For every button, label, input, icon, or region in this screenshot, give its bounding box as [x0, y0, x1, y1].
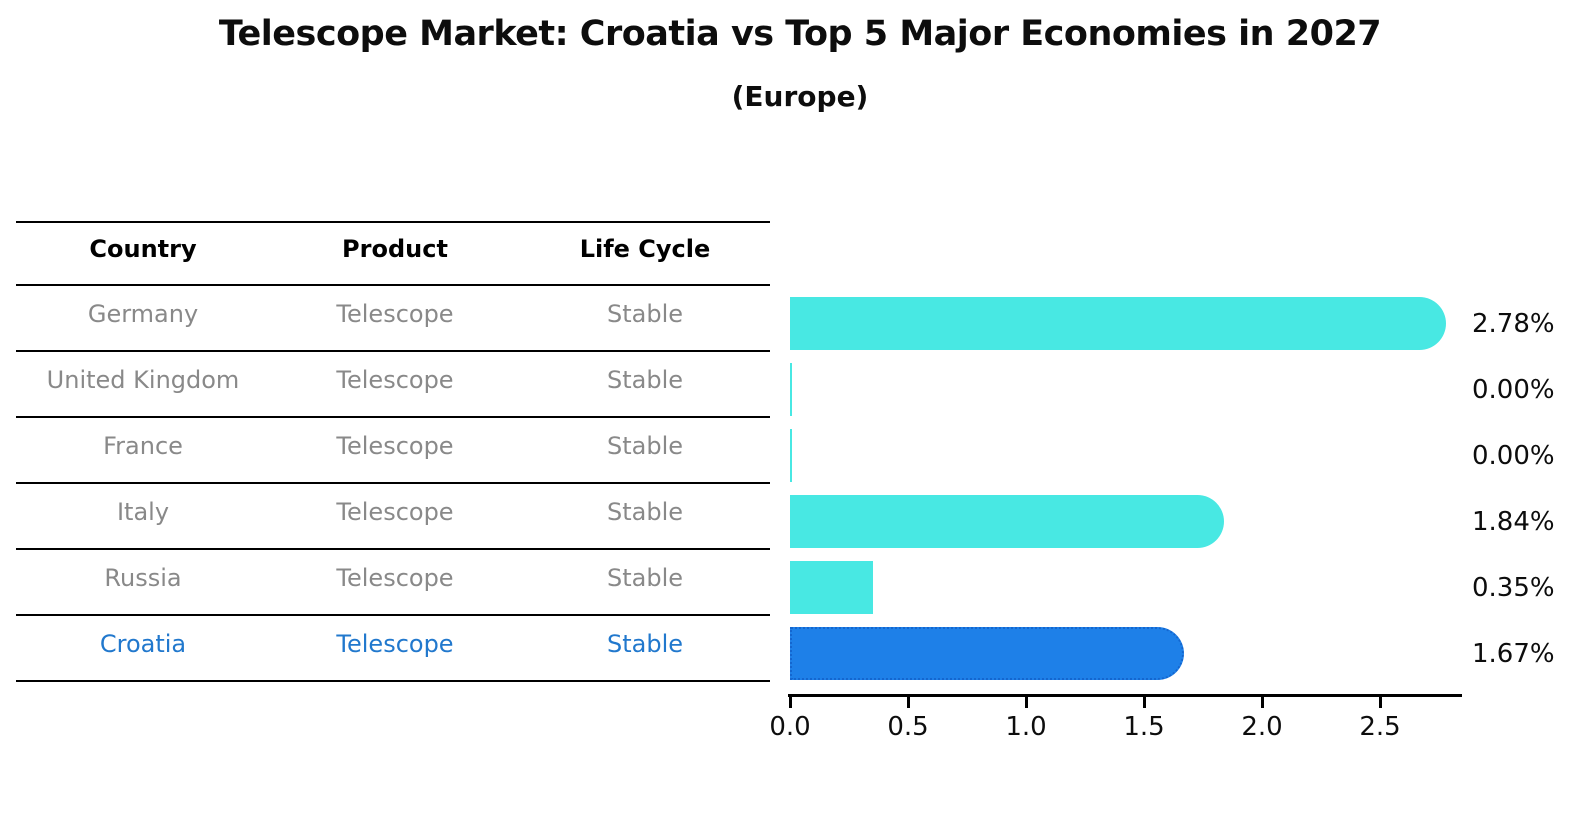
- table-row: Russia Telescope Stable: [16, 564, 770, 592]
- table-header-life-cycle: Life Cycle: [579, 235, 711, 263]
- data-table: Country Product Life Cycle Germany Telesc…: [16, 221, 770, 683]
- table-row: France Telescope Stable: [16, 432, 770, 460]
- table-row: Italy Telescope Stable: [16, 498, 770, 526]
- table-rule: [16, 548, 770, 550]
- table-cell-country: France: [103, 432, 183, 460]
- bar-value-label: 1.84%: [1472, 506, 1555, 537]
- x-axis-tick-label: 1.5: [1123, 712, 1165, 742]
- table-header-row: Country Product Life Cycle: [16, 235, 770, 263]
- x-axis-line: [788, 694, 1462, 697]
- table-header-country: Country: [89, 235, 197, 263]
- bar-russia: [790, 561, 873, 614]
- x-axis-tick-label: 0.0: [769, 712, 811, 742]
- bar-united-kingdom: [790, 363, 792, 416]
- x-axis-tick-label: 1.0: [1005, 712, 1047, 742]
- table-rule: [16, 221, 770, 223]
- chart-subtitle: (Europe): [731, 80, 869, 113]
- table-cell-product: Telescope: [336, 300, 454, 328]
- table-rule: [16, 284, 770, 286]
- table-cell-life-cycle: Stable: [606, 630, 684, 658]
- table-rule: [16, 482, 770, 484]
- x-axis-tick: [1261, 697, 1264, 708]
- bar-value-label: 0.00%: [1472, 374, 1555, 405]
- table-cell-product: Telescope: [336, 366, 454, 394]
- table-cell-life-cycle: Stable: [606, 498, 684, 526]
- table-cell-country: Russia: [104, 564, 182, 592]
- bar-value-label: 0.35%: [1472, 572, 1555, 603]
- table-cell-product: Telescope: [336, 498, 454, 526]
- table-rule: [16, 614, 770, 616]
- table-cell-product: Telescope: [336, 432, 454, 460]
- table-row: Germany Telescope Stable: [16, 300, 770, 328]
- table-cell-country: Germany: [87, 300, 199, 328]
- table-cell-life-cycle: Stable: [606, 564, 684, 592]
- table-cell-product: Telescope: [336, 630, 454, 658]
- bar-italy: [790, 495, 1225, 548]
- bar-germany: [790, 297, 1447, 350]
- chart-title: Telescope Market: Croatia vs Top 5 Major…: [218, 14, 1382, 54]
- x-axis-tick: [1143, 697, 1146, 708]
- table-rule: [16, 350, 770, 352]
- x-axis-tick-label: 2.5: [1359, 712, 1401, 742]
- bar-value-label: 1.67%: [1472, 638, 1555, 669]
- bar-value-label: 2.78%: [1472, 308, 1555, 339]
- bar-france: [790, 429, 792, 482]
- x-axis-tick: [907, 697, 910, 708]
- table-cell-country: Italy: [116, 498, 170, 526]
- bar-value-label: 0.00%: [1472, 440, 1555, 471]
- table-row: United Kingdom Telescope Stable: [16, 366, 770, 394]
- table-rule: [16, 416, 770, 418]
- x-axis-tick-label: 2.0: [1241, 712, 1283, 742]
- x-axis-tick: [1379, 697, 1382, 708]
- table-rule: [16, 680, 770, 682]
- table-cell-life-cycle: Stable: [606, 432, 684, 460]
- table-cell-life-cycle: Stable: [606, 366, 684, 394]
- x-axis-tick-label: 0.5: [887, 712, 929, 742]
- table-cell-country: United Kingdom: [46, 366, 240, 394]
- x-axis-tick: [789, 697, 792, 708]
- table-row: Croatia Telescope Stable: [16, 630, 770, 658]
- bar-croatia: [790, 627, 1185, 680]
- table-cell-country: Croatia: [99, 630, 187, 658]
- table-cell-life-cycle: Stable: [606, 300, 684, 328]
- table-cell-product: Telescope: [336, 564, 454, 592]
- table-header-product: Product: [342, 235, 448, 263]
- x-axis-tick: [1025, 697, 1028, 708]
